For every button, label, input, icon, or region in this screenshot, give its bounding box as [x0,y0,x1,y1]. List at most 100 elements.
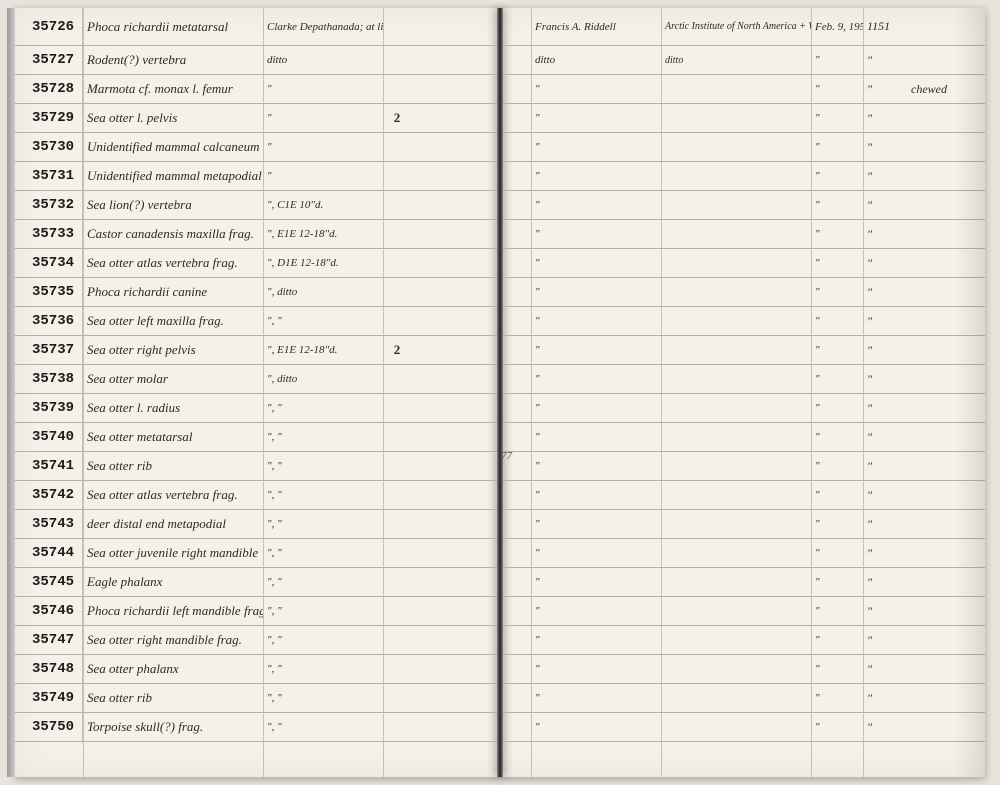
ledger-row: 35729Sea otter l. pelvis"2 [15,104,497,133]
specimen-description: Torpoise skull(?) frag. [83,719,263,735]
specimen-description: Castor canadensis maxilla frag. [83,226,263,242]
sequence-number: " [863,82,907,97]
collector: " [531,663,661,675]
specimen-description: Phoca richardii left mandible frag. [83,603,263,619]
sequence-number: " [863,546,907,561]
collector: " [531,141,661,153]
catalog-number: 35741 [15,452,83,480]
catalog-number: 35746 [15,597,83,625]
date: " [811,489,863,501]
sequence-number: " [863,720,907,735]
date: " [811,518,863,530]
locality: ", E1E 12-18"d. [263,228,383,240]
locality: ", ditto [263,286,383,298]
ledger-row: 35733Castor canadensis maxilla frag.", E… [15,220,497,249]
specimen-description: Sea otter phalanx [83,661,263,677]
date: " [811,344,863,356]
date: " [811,228,863,240]
locality: " [263,83,383,95]
date: " [811,170,863,182]
ledger-row: """ [503,365,985,394]
collector: " [531,83,661,95]
ledger-row: 35738Sea otter molar", ditto [15,365,497,394]
specimen-description: Sea otter juvenile right mandible [83,545,263,561]
ledger-row: """ [503,336,985,365]
ledger-row: """ [503,452,985,481]
catalog-number: 35730 [15,133,83,161]
ledger-row: """ [503,713,985,742]
collector: " [531,431,661,443]
catalog-number: 35732 [15,191,83,219]
locality: ", " [263,315,383,327]
ledger-row: """ [503,568,985,597]
left-page: 35726Phoca richardii metatarsalClarke De… [15,8,497,777]
ledger-row: 35734Sea otter atlas vertebra frag.", D1… [15,249,497,278]
ledger-row: """ [503,510,985,539]
locality: ", " [263,663,383,675]
specimen-description: Sea otter atlas vertebra frag. [83,255,263,271]
specimen-description: Sea otter molar [83,371,263,387]
ledger-row: """ [503,133,985,162]
locality: ", " [263,518,383,530]
date: " [811,199,863,211]
ledger-row: 35731Unidentified mammal metapodial" [15,162,497,191]
catalog-number: 35727 [15,46,83,74]
specimen-description: Unidentified mammal metapodial [83,168,263,184]
collector: " [531,257,661,269]
catalog-number: 35736 [15,307,83,335]
ledger-row: 35739Sea otter l. radius", " [15,394,497,423]
sequence-number: " [863,517,907,532]
locality: ", ditto [263,373,383,385]
ledger-row: 35727Rodent(?) vertebraditto [15,46,497,75]
ledger-row: 35737Sea otter right pelvis", E1E 12-18"… [15,336,497,365]
locality: ditto [263,54,383,66]
ledger-row: 35730Unidentified mammal calcaneum" [15,133,497,162]
ledger-row: 35728Marmota cf. monax l. femur" [15,75,497,104]
locality: Clarke Depathanada; at light fort near A… [263,21,383,33]
ledger-row: """ [503,394,985,423]
institution: Arctic Institute of North America + Wenn… [661,21,811,32]
locality: ", " [263,634,383,646]
sequence-number: " [863,198,907,213]
collector: " [531,402,661,414]
locality: ", " [263,721,383,733]
ledger-row: """ [503,626,985,655]
collector: ditto [531,54,661,66]
catalog-number: 35726 [15,8,83,45]
collector: " [531,112,661,124]
collector: " [531,576,661,588]
catalog-number: 35747 [15,626,83,654]
specimen-description: Eagle phalanx [83,574,263,590]
ledger-row: 35732Sea lion(?) vertebra", C1E 10"d. [15,191,497,220]
ledger-row: """ [503,249,985,278]
collector: " [531,373,661,385]
date: " [811,315,863,327]
collector: Francis A. Riddell [531,21,661,33]
date: " [811,83,863,95]
specimen-description: Marmota cf. monax l. femur [83,81,263,97]
collector: " [531,605,661,617]
ledger-row: 35749Sea otter rib", " [15,684,497,713]
ledger-row: 35746Phoca richardii left mandible frag.… [15,597,497,626]
sequence-number: " [863,169,907,184]
date: " [811,634,863,646]
locality: ", E1E 12-18"d. [263,344,383,356]
collector: " [531,721,661,733]
ledger-row: 35747Sea otter right mandible frag.", " [15,626,497,655]
locality: ", " [263,460,383,472]
specimen-description: Sea otter l. radius [83,400,263,416]
locality: ", " [263,605,383,617]
date: " [811,141,863,153]
ledger-row: """ [503,191,985,220]
collector: " [531,344,661,356]
specimen-description: Phoca richardii canine [83,284,263,300]
locality: " [263,141,383,153]
specimen-description: Phoca richardii metatarsal [83,19,263,35]
ledger-row: """ [503,220,985,249]
sequence-number: " [863,372,907,387]
locality: ", C1E 10"d. [263,199,383,211]
date: " [811,402,863,414]
institution: ditto [661,55,811,66]
sequence-number: 1151 [863,19,907,34]
ledger-row: """ [503,481,985,510]
